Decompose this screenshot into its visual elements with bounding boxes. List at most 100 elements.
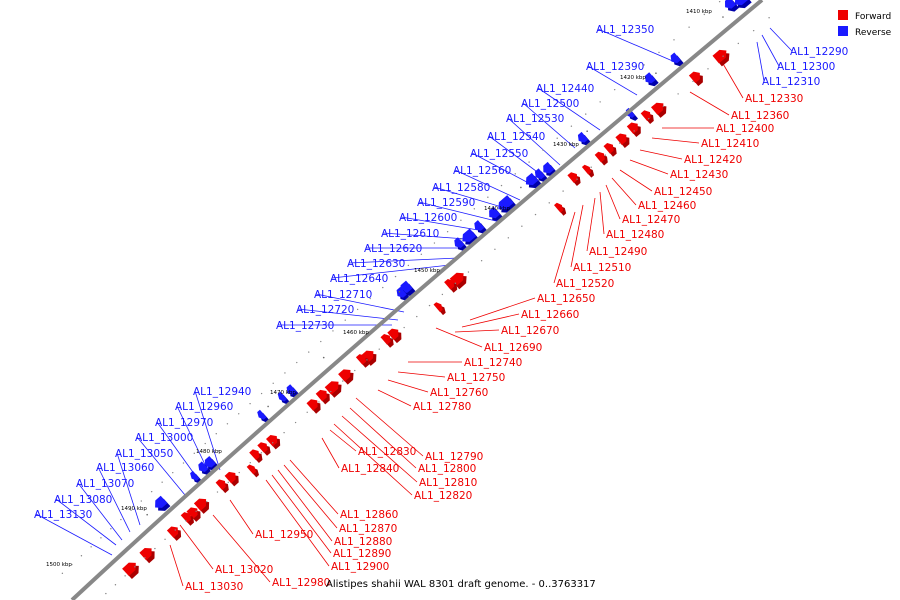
scale-dot <box>100 537 102 539</box>
reverse-gene-label: AL1_12390 <box>586 61 644 73</box>
forward-gene-arrow <box>180 512 191 523</box>
tick-label: 1440 kbp <box>484 206 510 212</box>
reverse-gene-arrow <box>670 52 681 64</box>
scale-dot <box>416 315 418 318</box>
forward-gene-label: AL1_12470 <box>622 214 680 226</box>
forward-gene-arrow <box>603 143 614 154</box>
reverse-gene-arrow <box>277 391 287 402</box>
leader-line <box>377 389 412 407</box>
leader-line <box>454 169 521 201</box>
leader-line <box>400 216 491 233</box>
scale-dot <box>514 173 516 175</box>
scale-dot <box>227 481 229 484</box>
forward-gene-label: AL1_12430 <box>670 169 728 181</box>
scale-dot <box>294 421 297 424</box>
scale-dot <box>692 80 694 83</box>
leader-line <box>329 429 357 452</box>
reverse-gene-arrow <box>534 168 546 180</box>
scale-dot <box>332 330 334 332</box>
leader-line <box>355 397 424 457</box>
leader-line <box>229 499 254 535</box>
forward-gene-arrow <box>615 133 627 145</box>
leader-line <box>35 513 113 556</box>
leader-line <box>689 91 730 116</box>
leader-line <box>265 479 330 567</box>
scale-dot <box>366 359 368 361</box>
reverse-gene-arrow <box>525 172 539 186</box>
forward-gene-arrow <box>186 507 198 519</box>
scale-dot <box>378 348 380 350</box>
leader-line <box>756 41 765 82</box>
reverse-gene-label: AL1_13060 <box>96 462 154 474</box>
scale-dot <box>707 68 709 70</box>
forward-gene-arrow <box>257 442 268 453</box>
forward-gene-label: AL1_12890 <box>333 548 391 560</box>
leader-line <box>97 466 131 533</box>
forward-gene-label: AL1_12360 <box>731 110 789 122</box>
leader-line <box>179 524 214 570</box>
forward-gene-label: AL1_12980 <box>272 577 330 589</box>
scale-dot <box>467 271 470 273</box>
leader-line <box>271 474 332 554</box>
scale-dot <box>628 76 631 79</box>
leader-line <box>331 264 451 279</box>
reverse-gene-label: AL1_12440 <box>536 83 594 95</box>
scale-dot <box>382 286 384 289</box>
forward-gene-label: AL1_12480 <box>606 229 664 241</box>
scale-dot <box>643 64 645 66</box>
scale-dot <box>284 372 286 374</box>
scale-dot <box>446 231 449 233</box>
forward-gene-label: AL1_13020 <box>215 564 273 576</box>
tick-dot <box>722 16 724 18</box>
tick-dot <box>217 450 219 452</box>
scale-dot <box>238 471 240 474</box>
scale-dot <box>344 319 346 321</box>
reverse-gene-arrow <box>155 495 168 508</box>
forward-gene-label: AL1_12660 <box>521 309 579 321</box>
forward-gene-label: AL1_12860 <box>340 509 398 521</box>
scale-dot <box>144 557 146 559</box>
scale-dot <box>215 433 217 435</box>
scale-dot <box>737 42 740 45</box>
scale-dot <box>473 208 476 210</box>
tick-label: 1480 kbp <box>196 449 222 455</box>
leader-line <box>321 437 340 469</box>
scale-dot <box>120 518 122 521</box>
legend-swatch-forward <box>838 10 848 20</box>
forward-gene-label: AL1_13030 <box>185 581 243 593</box>
leader-line <box>651 137 700 144</box>
scale-dot <box>272 382 274 384</box>
scale-dot <box>507 237 510 239</box>
scale-dot <box>688 26 690 28</box>
forward-gene-arrow <box>581 164 592 175</box>
leader-line <box>297 308 399 321</box>
scale-dot <box>369 297 371 300</box>
forward-gene-arrow <box>315 389 327 402</box>
reverse-gene-arrow <box>543 161 555 174</box>
reverse-gene-label: AL1_13050 <box>115 448 173 460</box>
scale-dot <box>752 29 755 32</box>
scale-dot <box>722 55 724 57</box>
tick-label: 1410 kbp <box>686 9 712 15</box>
scale-dot <box>154 547 156 550</box>
reverse-gene-arrow <box>498 195 514 210</box>
scale-dot <box>71 563 73 566</box>
forward-gene-arrow <box>266 435 278 447</box>
gene-features <box>122 0 752 579</box>
forward-gene-label: AL1_12900 <box>331 561 389 573</box>
scale-dot <box>528 161 530 163</box>
scale-dot <box>216 491 219 493</box>
forward-gene-label: AL1_12750 <box>447 372 505 384</box>
scale-dot <box>238 413 240 415</box>
forward-gene-label: AL1_12510 <box>573 262 631 274</box>
leader-line <box>341 415 418 483</box>
forward-gene-arrow <box>122 562 136 576</box>
forward-gene-label: AL1_12450 <box>654 186 712 198</box>
tick-dot <box>267 405 269 408</box>
forward-gene-label: AL1_12490 <box>589 246 647 258</box>
scale-dot <box>354 369 356 372</box>
forward-gene-arrow <box>554 202 564 213</box>
reverse-gene-label: AL1_12720 <box>296 304 354 316</box>
tick-dot <box>322 356 325 359</box>
scale-dot <box>130 509 132 512</box>
